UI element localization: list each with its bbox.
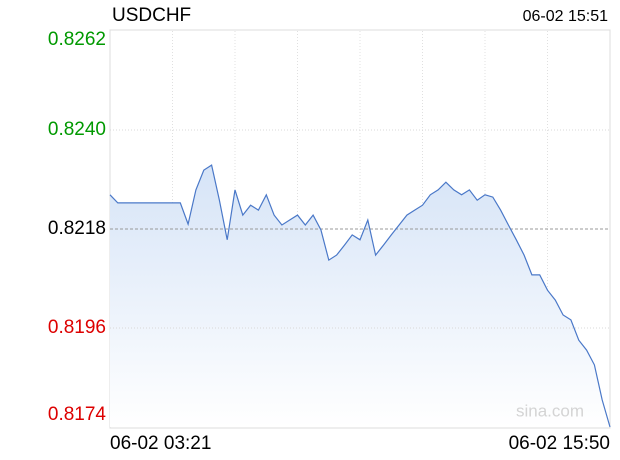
watermark: sina.com — [516, 401, 584, 420]
price-line — [109, 164, 611, 428]
x-tick-label: 06-02 03:21 — [110, 433, 211, 454]
y-tick-label: 0.8262 — [48, 29, 106, 50]
y-tick-label: 0.8240 — [48, 119, 106, 140]
y-tick-label: 0.8174 — [48, 404, 107, 425]
chart-title: USDCHF — [112, 5, 191, 26]
area — [110, 165, 610, 427]
y-tick-label: 0.8196 — [48, 317, 106, 338]
y-tick-label: 0.8218 — [48, 218, 106, 239]
timestamp: 06-02 15:51 — [523, 8, 609, 25]
x-tick-label: 06-02 15:50 — [509, 433, 610, 454]
